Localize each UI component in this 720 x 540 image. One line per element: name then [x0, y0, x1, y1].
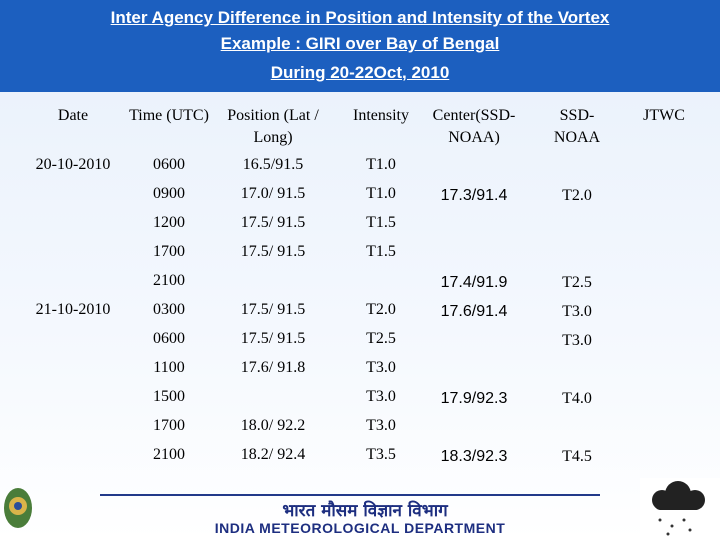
- column-header: JTWC: [643, 107, 685, 124]
- table-cell: 18.0/ 92.2: [240, 417, 306, 434]
- table-cell: T2.5: [366, 330, 396, 347]
- table-cell: 0300: [153, 301, 185, 318]
- table-cell: T3.0: [562, 332, 592, 349]
- column-header: Time (UTC): [129, 107, 209, 124]
- table-cell: T4.5: [562, 448, 592, 465]
- table-cell: T3.5: [366, 446, 396, 463]
- table-cell: 21-10-2010: [35, 301, 111, 318]
- table-cell: 17.9/92.3: [440, 390, 508, 407]
- table-cell: 17.5/ 91.5: [240, 243, 306, 260]
- table-cell: T2.0: [366, 301, 396, 318]
- table-cell: 0600: [153, 330, 185, 347]
- table-cell: 20-10-2010: [35, 156, 111, 173]
- table-cell: 17.6/91.4: [440, 303, 508, 320]
- column-header: Center(SSD-NOAA): [432, 107, 516, 146]
- title-banner: Inter Agency Difference in Position and …: [0, 0, 720, 92]
- table-cell: T3.0: [562, 303, 592, 320]
- hindi-name: भारत मौसम विज्ञान विभाग: [282, 501, 448, 521]
- table-cell: 18.3/92.3: [440, 448, 508, 465]
- table-cell: T3.0: [366, 388, 396, 405]
- table-cell: 1700: [153, 243, 185, 260]
- table-cell: 17.0/ 91.5: [240, 185, 306, 202]
- table-cell: 1500: [153, 388, 185, 405]
- table-cell: 17.4/91.9: [440, 274, 508, 291]
- table-cell: 0900: [153, 185, 185, 202]
- table-cell: T1.0: [366, 156, 396, 173]
- table-cell: T2.0: [562, 187, 592, 204]
- table-cell: 2100: [153, 272, 185, 289]
- table-cell: T1.0: [366, 185, 396, 202]
- title-line: Inter Agency Difference in Position and …: [110, 8, 610, 27]
- table-cell: T1.5: [366, 214, 396, 231]
- column-header: Intensity: [353, 107, 409, 124]
- table-cell: 0600: [153, 156, 185, 173]
- english-name: INDIA METEOROLOGICAL DEPARTMENT: [214, 520, 506, 536]
- table-cell: T2.5: [562, 274, 592, 291]
- column-header: SSD-NOAA: [553, 107, 601, 146]
- table-cell: 2100: [153, 446, 185, 463]
- table-cell: 1100: [153, 359, 185, 376]
- table-cell: T3.0: [366, 359, 396, 376]
- table-cell: 1200: [153, 214, 185, 231]
- table-cell: 17.6/ 91.8: [240, 359, 306, 376]
- table-cell: T4.0: [562, 390, 592, 407]
- table-cell: 17.5/ 91.5: [240, 301, 306, 318]
- table-cell: 17.5/ 91.5: [240, 330, 306, 347]
- title-line: During 20-22Oct, 2010: [270, 63, 450, 82]
- table-cell: T1.5: [366, 243, 396, 260]
- table-cell: 18.2/ 92.4: [240, 446, 306, 463]
- table-cell: 17.5/ 91.5: [240, 214, 306, 231]
- column-header: Position (Lat / Long): [227, 107, 319, 146]
- column-header: Date: [57, 107, 89, 124]
- title-line: Example : GIRI over Bay of Bengal: [220, 34, 500, 53]
- table-cell: 16.5/91.5: [242, 156, 304, 173]
- footer-graphics: [4, 478, 720, 540]
- table-cell: T3.0: [366, 417, 396, 434]
- table-cell: 17.3/91.4: [440, 187, 508, 204]
- table-cell: 1700: [153, 417, 185, 434]
- footer: भारत मौसम विज्ञान विभाग INDIA METEOROLOG…: [0, 470, 720, 540]
